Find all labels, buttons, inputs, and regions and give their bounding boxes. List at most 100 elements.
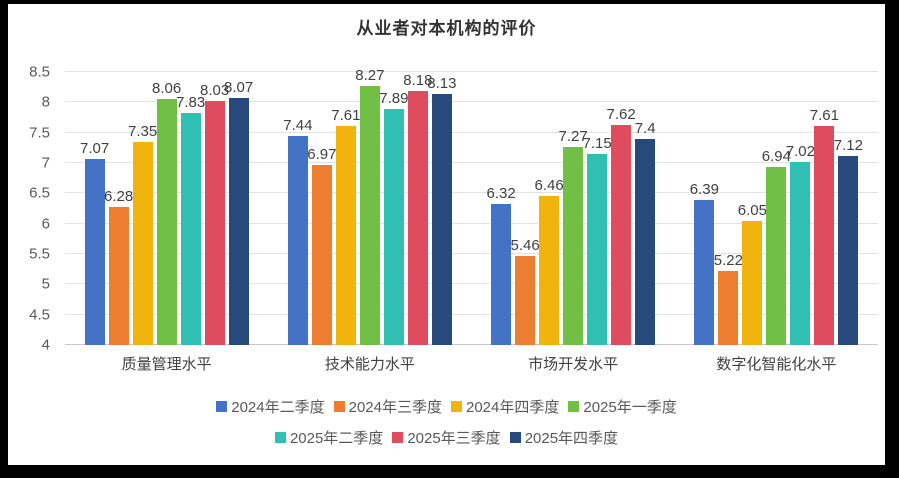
bar-groups: 7.07 6.28 7.35 8.06 7.83 8.03 8.07 7.44 6.97 7.61… — [65, 67, 878, 345]
gridline — [65, 131, 878, 133]
bar-slot: 8.18 — [403, 72, 432, 345]
bar — [611, 125, 632, 345]
bar-value-label: 5.46 — [510, 237, 540, 255]
chart-canvas: 从业者对本机构的评价 4 4.5 5 5.5 6 6.5 7 7.5 8 8.5 7.07 6.28… — [8, 4, 885, 465]
legend-item: 2025年一季度 — [568, 396, 677, 417]
bar-value-label: 7.61 — [809, 107, 839, 124]
gridline — [65, 253, 878, 254]
x-axis: 质量管理水平 技术能力水平 市场开发水平 数字化智能化水平 — [65, 353, 878, 374]
bar — [431, 94, 452, 345]
bar-value-label: 8.03 — [200, 81, 230, 99]
legend-swatch-icon — [568, 401, 580, 412]
bar — [228, 98, 249, 345]
bar-slot: 8.03 — [200, 72, 229, 345]
bar-slot: 7.83 — [176, 72, 205, 345]
legend-swatch-icon — [509, 432, 521, 443]
bar — [563, 146, 584, 345]
bar — [742, 220, 763, 345]
bar — [383, 109, 404, 345]
bar-slot: 7.15 — [583, 72, 612, 345]
x-category-label: 质量管理水平 — [121, 356, 212, 373]
y-tick-label: 4 — [41, 336, 50, 354]
bar-value-label: 7.44 — [283, 117, 313, 135]
bar-slot: 7.61 — [810, 72, 839, 345]
bar-slot: 6.39 — [690, 72, 719, 345]
y-tick-label: 8.5 — [29, 63, 50, 81]
legend-swatch-icon — [274, 432, 286, 443]
legend-item: 2025年四季度 — [509, 427, 618, 448]
bar-value-label: 7.89 — [379, 90, 409, 108]
bar — [814, 126, 835, 345]
bar-value-label: 6.46 — [534, 176, 564, 194]
bar-slot: 6.28 — [104, 72, 133, 345]
bar — [790, 161, 811, 345]
bar-value-label: 7.07 — [80, 139, 110, 157]
bar-value-label: 8.27 — [355, 66, 385, 84]
legend-label: 2024年三季度 — [348, 399, 442, 416]
bar-value-label: 8.13 — [427, 75, 457, 93]
bar — [766, 166, 787, 345]
gridline — [65, 162, 878, 163]
bar-value-label: 7.02 — [785, 142, 815, 160]
bar-slot: 8.07 — [224, 72, 253, 345]
legend-swatch-icon — [451, 401, 462, 412]
bar-slot: 8.13 — [427, 72, 456, 345]
y-tick-label: 7 — [41, 154, 50, 172]
bar — [132, 141, 153, 345]
chart-title: 从业者对本机构的评价 — [356, 19, 537, 38]
y-axis: 4 4.5 5 5.5 6 6.5 7 7.5 8 8.5 — [8, 64, 56, 354]
bar-slot: 6.46 — [535, 72, 564, 345]
bar-value-label: 6.32 — [486, 185, 516, 203]
legend-label: 2025年二季度 — [289, 430, 384, 447]
legend-item: 2024年二季度 — [216, 396, 325, 417]
bar — [407, 91, 428, 345]
legend-item: 2025年二季度 — [274, 427, 384, 448]
bar-group: 6.39 5.22 6.05 6.94 7.02 7.61 7.12 — [675, 72, 878, 345]
bar-value-label: 6.94 — [761, 147, 791, 165]
bar-slot: 7.27 — [559, 72, 588, 345]
legend-swatch-icon — [392, 432, 404, 443]
bar-value-label: 6.97 — [307, 145, 337, 163]
bar — [108, 206, 129, 345]
y-tick-label: 4.5 — [29, 306, 50, 324]
x-category-label: 市场开发水平 — [528, 356, 619, 373]
bar-slot: 5.46 — [511, 72, 540, 345]
bar-slot: 7.89 — [379, 72, 408, 345]
legend-item: 2024年三季度 — [333, 396, 442, 417]
y-tick-label: 7.5 — [29, 124, 50, 142]
gridline — [65, 313, 878, 315]
bar-value-label: 7.4 — [634, 119, 656, 137]
x-category-label: 技术能力水平 — [324, 356, 415, 373]
gridline — [65, 283, 878, 285]
bar — [539, 195, 560, 345]
bar — [515, 256, 536, 345]
bar-value-label: 5.22 — [713, 252, 743, 269]
legend-swatch-icon — [216, 401, 228, 412]
bar — [156, 98, 177, 345]
legend: 2024年二季度 2024年三季度 2024年四季度 2025年一季度 2025年二季度… — [8, 396, 885, 448]
bar-slot: 5.22 — [714, 72, 743, 345]
bar-value-label: 7.83 — [176, 93, 206, 111]
legend-row: 2025年二季度 2025年三季度 2025年四季度 — [274, 427, 618, 448]
bar-slot: 6.94 — [762, 72, 791, 345]
bar-slot: 8.06 — [152, 72, 181, 345]
legend-label: 2024年四季度 — [466, 399, 560, 416]
bar-slot: 7.44 — [283, 72, 312, 345]
bar-slot: 6.97 — [307, 72, 336, 345]
bar — [359, 85, 380, 345]
y-tick-label: 6 — [41, 215, 50, 233]
x-axis-line — [65, 344, 878, 345]
bar-group: 7.07 6.28 7.35 8.06 7.83 8.03 8.07 — [65, 72, 268, 345]
bar — [635, 138, 656, 345]
bar — [84, 158, 105, 345]
bar-slot: 7.07 — [80, 72, 109, 345]
bar-group: 6.32 5.46 6.46 7.27 7.15 7.62 7.4 — [472, 72, 675, 345]
bar-value-label: 8.18 — [403, 72, 433, 90]
bar-group: 7.44 6.97 7.61 8.27 7.89 8.18 8.13 — [268, 67, 471, 345]
legend-label: 2025年三季度 — [407, 430, 501, 447]
gridline — [65, 101, 878, 103]
plot-area: 7.07 6.28 7.35 8.06 7.83 8.03 8.07 7.44 6.97 7.61… — [65, 67, 878, 345]
gridline — [65, 222, 878, 224]
y-tick-label: 8 — [41, 93, 50, 111]
